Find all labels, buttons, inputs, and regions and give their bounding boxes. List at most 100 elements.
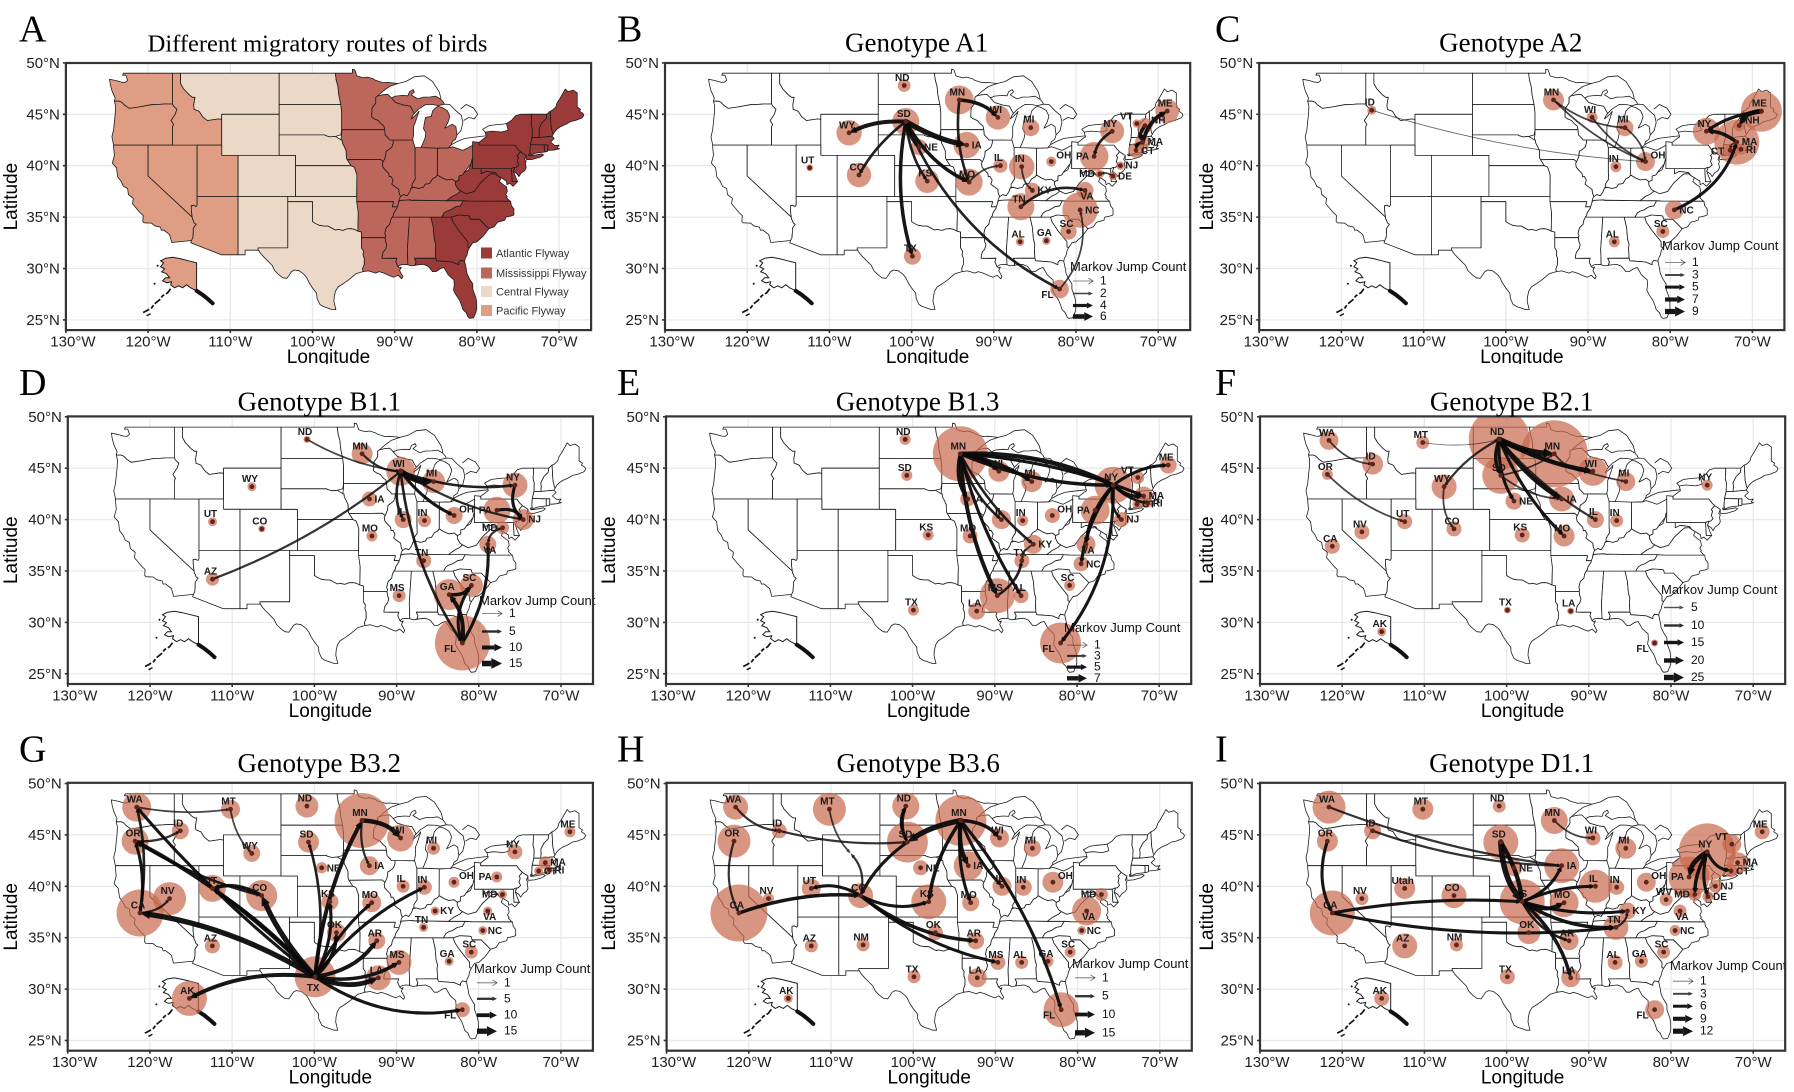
svg-text:NE: NE	[924, 143, 938, 154]
svg-text:MO: MO	[960, 524, 976, 535]
svg-text:KS: KS	[919, 523, 933, 534]
svg-text:MI: MI	[1618, 469, 1629, 480]
svg-text:OR: OR	[1318, 829, 1334, 840]
svg-text:WY: WY	[1434, 474, 1450, 485]
svg-text:7: 7	[1692, 292, 1699, 306]
svg-text:9: 9	[1692, 304, 1699, 318]
svg-text:80°W: 80°W	[460, 688, 498, 705]
svg-text:NY: NY	[1104, 473, 1118, 484]
svg-text:IA: IA	[1567, 861, 1577, 872]
svg-text:AK: AK	[779, 986, 794, 997]
svg-text:45°N: 45°N	[28, 460, 62, 477]
svg-text:50°N: 50°N	[1220, 409, 1254, 426]
svg-text:120°W: 120°W	[1320, 1054, 1366, 1071]
svg-text:OH: OH	[1058, 871, 1073, 882]
svg-text:AL: AL	[1012, 583, 1025, 594]
svg-text:OH: OH	[459, 505, 474, 516]
svg-text:IA: IA	[1567, 495, 1577, 506]
svg-text:120°W: 120°W	[1320, 688, 1366, 705]
svg-text:110°W: 110°W	[210, 688, 255, 705]
svg-text:35°N: 35°N	[26, 209, 60, 226]
svg-text:110°W: 110°W	[208, 334, 253, 351]
svg-text:GA: GA	[1039, 949, 1054, 960]
svg-text:Genotype A2: Genotype A2	[1439, 28, 1582, 58]
svg-text:ND: ND	[1490, 427, 1504, 438]
svg-text:IL: IL	[397, 507, 406, 518]
svg-text:WA: WA	[1319, 428, 1335, 439]
svg-text:SC: SC	[462, 573, 476, 584]
svg-text:10: 10	[1102, 1007, 1116, 1021]
svg-text:CO: CO	[252, 516, 267, 527]
svg-text:CA: CA	[1323, 534, 1337, 545]
svg-text:Central Flyway: Central Flyway	[496, 286, 569, 298]
svg-text:AL: AL	[1606, 229, 1619, 240]
svg-text:45°N: 45°N	[626, 460, 660, 477]
svg-text:Markov Jump Count: Markov Jump Count	[1072, 956, 1189, 971]
svg-text:CT: CT	[1142, 500, 1155, 511]
svg-text:NJ: NJ	[1720, 881, 1733, 892]
svg-text:Latitude: Latitude	[1, 163, 22, 231]
svg-text:130°W: 130°W	[52, 1054, 98, 1071]
svg-text:40°N: 40°N	[26, 158, 60, 175]
svg-text:WI: WI	[1585, 459, 1597, 470]
svg-text:GA: GA	[1037, 228, 1052, 239]
svg-text:VA: VA	[483, 545, 496, 556]
svg-text:15: 15	[504, 1024, 518, 1038]
svg-text:TN: TN	[1607, 915, 1620, 926]
svg-text:100°W: 100°W	[292, 1054, 338, 1071]
svg-text:KY: KY	[1038, 539, 1052, 550]
svg-text:Pacific Flyway: Pacific Flyway	[496, 305, 566, 317]
svg-text:SD: SD	[300, 830, 314, 841]
svg-text:LA: LA	[1562, 965, 1575, 976]
svg-text:Genotype B1.1: Genotype B1.1	[238, 386, 401, 416]
svg-text:MA: MA	[1742, 137, 1758, 148]
svg-text:NV: NV	[1353, 519, 1367, 530]
svg-text:FL: FL	[1042, 644, 1054, 655]
svg-text:MO: MO	[959, 170, 975, 181]
svg-text:10: 10	[1691, 618, 1705, 632]
svg-text:IA: IA	[972, 141, 982, 152]
svg-text:25°N: 25°N	[26, 312, 60, 329]
svg-text:Mississippi Flyway: Mississippi Flyway	[496, 268, 587, 280]
svg-text:MI: MI	[1617, 115, 1628, 126]
svg-text:KS: KS	[1513, 523, 1527, 534]
svg-text:50°N: 50°N	[627, 776, 661, 793]
svg-text:IL: IL	[996, 874, 1005, 885]
svg-text:80°W: 80°W	[1653, 1054, 1691, 1071]
svg-text:Longitude: Longitude	[289, 1068, 372, 1089]
svg-text:NY: NY	[1698, 839, 1712, 850]
svg-text:30°N: 30°N	[28, 614, 62, 631]
svg-text:OR: OR	[126, 829, 142, 840]
svg-text:Markov Jump Count: Markov Jump Count	[1070, 259, 1187, 274]
svg-text:FL: FL	[1041, 290, 1053, 301]
svg-text:CT: CT	[1736, 866, 1749, 877]
svg-text:AR: AR	[966, 928, 981, 939]
svg-text:NJ: NJ	[1125, 161, 1138, 172]
svg-text:OH: OH	[1651, 871, 1666, 882]
svg-text:SC: SC	[1655, 940, 1669, 951]
svg-text:90°W: 90°W	[1570, 688, 1608, 705]
svg-text:CT: CT	[544, 866, 557, 877]
svg-text:IN: IN	[1016, 508, 1026, 519]
svg-text:MA: MA	[1743, 858, 1759, 869]
svg-text:KY: KY	[1037, 185, 1051, 196]
svg-text:VA: VA	[1082, 912, 1095, 923]
svg-text:LA: LA	[370, 965, 383, 976]
svg-text:GA: GA	[440, 582, 455, 593]
svg-text:90°W: 90°W	[1570, 1054, 1608, 1071]
svg-text:LA: LA	[1562, 599, 1575, 610]
svg-text:GA: GA	[1632, 949, 1647, 960]
svg-text:MS: MS	[988, 583, 1003, 594]
svg-text:SD: SD	[897, 109, 911, 120]
svg-text:25°N: 25°N	[1220, 312, 1254, 329]
svg-text:MD: MD	[1081, 890, 1097, 901]
svg-text:UT: UT	[204, 509, 217, 520]
svg-text:WI: WI	[393, 459, 405, 470]
svg-text:5: 5	[504, 991, 511, 1005]
svg-text:MA: MA	[1148, 137, 1164, 148]
svg-text:WA: WA	[1319, 795, 1335, 806]
svg-text:AK: AK	[180, 986, 195, 997]
svg-text:G: G	[19, 728, 46, 770]
svg-text:Markov Jump Count: Markov Jump Count	[1064, 620, 1181, 635]
svg-text:6: 6	[1700, 999, 1707, 1013]
